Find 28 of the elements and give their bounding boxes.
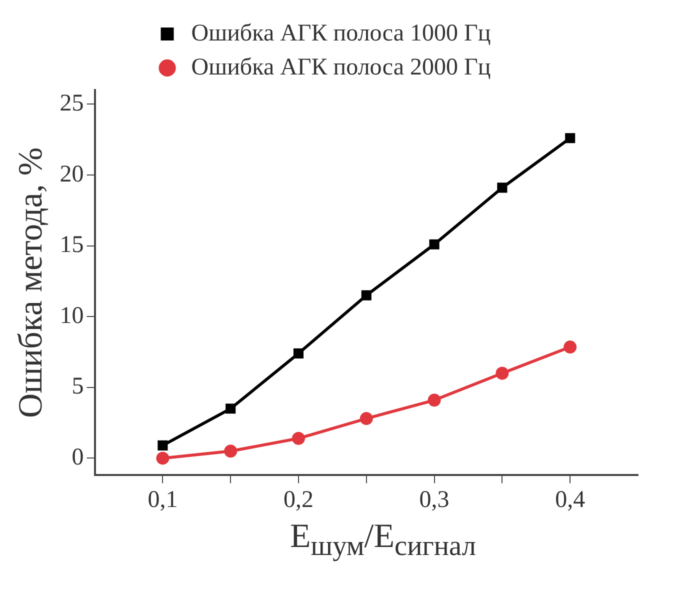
y-tick-label: 0 <box>72 444 84 471</box>
y-tick-label: 10 <box>60 302 84 329</box>
y-tick-label: 20 <box>60 161 84 188</box>
legend-label: Ошибка АГК полоса 2000 Гц <box>191 54 491 80</box>
y-tick-label: 15 <box>60 232 84 258</box>
y-axis-title: Ошибка метода, % <box>12 147 50 418</box>
point <box>429 239 440 250</box>
point <box>360 412 373 426</box>
x-axis-title: E$_{шум}$/E$_{сигнал}$ <box>288 518 477 563</box>
x-tick-label: 0,4 <box>555 486 586 513</box>
point <box>224 444 238 458</box>
point <box>564 340 577 354</box>
point <box>565 133 576 144</box>
point <box>158 440 168 450</box>
point <box>428 394 441 407</box>
point <box>293 348 304 358</box>
point <box>361 290 372 300</box>
x-tick-label: 0,3 <box>419 486 450 513</box>
x-tick-label: 0,2 <box>284 486 314 513</box>
point <box>496 366 509 380</box>
point <box>156 452 170 465</box>
point <box>292 432 305 445</box>
point <box>226 404 236 414</box>
legend-label: Ошибка АГК полоса 1000 Гц <box>191 20 491 46</box>
x-tick-label: 0,1 <box>148 486 178 513</box>
y-tick-label: 5 <box>72 374 84 400</box>
y-tick-label: 25 <box>60 90 84 116</box>
point <box>497 182 508 193</box>
